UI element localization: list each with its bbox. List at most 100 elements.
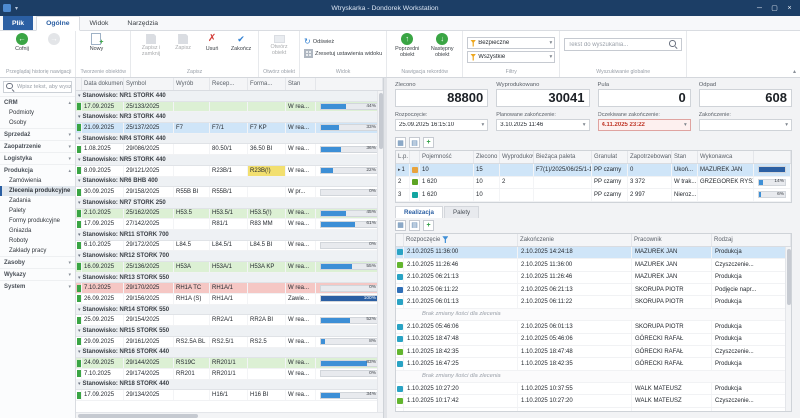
sidebar-item-roboty[interactable]: Roboty [9, 238, 29, 244]
orders-group-row[interactable]: ▾ Stanowisko: NR15 STORK 550 [76, 326, 383, 337]
orders-group-row[interactable]: ▾ Stanowisko: NR14 STORK 550 [76, 304, 383, 316]
summary-value[interactable]: 88800 [395, 89, 489, 107]
orders-vertical-scrollbar[interactable] [377, 91, 383, 412]
date-value[interactable]: ▾ [698, 119, 792, 131]
date-value[interactable]: 4.11.2025 23:22 ▾ [597, 119, 691, 131]
column-header-forma[interactable]: Forma... [248, 78, 286, 90]
orders-group-row[interactable]: ▾ Stanowisko: NR12 STORK 700 [76, 251, 383, 262]
orders-group-row[interactable]: ▾ Stanowisko: NR3 STORK 440 [76, 112, 383, 124]
log-row[interactable]: 2.10.2025 11:26:46 2.10.2025 11:36:00 MAZU… [396, 259, 791, 272]
orders-row[interactable]: 7.10.2025 29/174/2025 RR201 RR201/1 W rea...… [76, 368, 383, 380]
column-header-bieżąca-paleta[interactable]: Bieżąca paleta [534, 151, 592, 163]
log-row[interactable]: 2.10.2025 06:11:22 2.10.2025 06:21:13 SKOR… [396, 283, 791, 297]
finish-button[interactable]: ✔ Zakończ [228, 33, 254, 52]
back-button[interactable]: ← Cofnij [6, 33, 38, 52]
column-header-stan[interactable]: Stan [672, 151, 698, 163]
column-header-rodzaj[interactable]: Rodzaj [712, 233, 791, 246]
sidebar-item-zlecenia-produkcyjne[interactable]: Zlecenia produkcyjne [0, 186, 75, 196]
sidebar-section-produkcja[interactable]: Produkcja ▴ [0, 164, 75, 176]
log-row[interactable]: 1.10.2025 16:47:25 1.10.2025 18:42:35 GÓRE… [396, 358, 791, 371]
column-header-granulat[interactable]: Granulat [592, 151, 628, 163]
filter-all-dropdown[interactable]: Wszystkie ▾ [467, 51, 556, 63]
orders-row[interactable]: 6.10.2025 29/172/2025 L84.5 L84.5/1 L84.5 BI… [76, 240, 383, 252]
sidebar-section-sprzedaż[interactable]: Sprzedaż ▾ [0, 128, 75, 140]
orders-group-row[interactable]: ▾ Stanowisko: NR5 STORK 440 [76, 155, 383, 166]
column-header-zakończenie[interactable]: Zakończenie [518, 233, 632, 246]
reset-view-button[interactable]: Zresetuj ustawienia widoku [304, 49, 382, 58]
scrollbar-thumb[interactable] [379, 93, 383, 149]
column-header-pracownik[interactable]: Pracownik [632, 233, 712, 246]
sidebar-section-zaopatrzenie[interactable]: Zaopatrzenie ▾ [0, 140, 75, 152]
column-header-zapotrzebowanie[interactable]: Zapotrzebowanie [628, 151, 672, 163]
log-row[interactable]: 2.10.2025 11:36:00 2.10.2025 14:24:18 MAZU… [396, 246, 791, 260]
previous-object-button[interactable]: ↑ Poprzedni obiekt [391, 33, 423, 58]
summary-value[interactable]: 30041 [496, 89, 590, 107]
view-grid-icon[interactable]: ▦ [395, 137, 406, 148]
log-row[interactable]: 1.10.2025 18:47:48 2.10.2025 05:46:06 GÓRE… [396, 333, 791, 346]
orders-horizontal-scrollbar[interactable] [76, 412, 383, 418]
summary-value[interactable]: 0 [597, 89, 691, 107]
sidebar-item-zakłady-pracy[interactable]: Zakłady pracy [9, 248, 47, 254]
orders-row[interactable]: 16.09.2025 25/136/2025 H53A H53A/1 H53A KP W … [76, 262, 383, 273]
orders-row[interactable]: 7.10.2025 29/170/2025 RH1A TC RH1A/1 W rea..… [76, 283, 383, 295]
orders-group-row[interactable]: ▾ Stanowisko: NR16 STORK 440 [76, 347, 383, 359]
save-button[interactable]: Zapisz [170, 33, 196, 51]
splitter[interactable] [384, 78, 387, 418]
column-header-zlecono[interactable]: Zlecono [474, 151, 500, 163]
column-header-wyrób[interactable]: Wyrób [174, 78, 210, 90]
ribbon-tab-narzędzia[interactable]: Narzędzia [127, 19, 159, 27]
orders-group-row[interactable]: ▾ Stanowisko: NR6 BHB 400 [76, 176, 383, 188]
orders-group-row[interactable]: ▾ Stanowisko: NR18 STORK 440 [76, 379, 383, 391]
log-vertical-scrollbar[interactable] [785, 246, 791, 411]
sidebar-search-input[interactable]: Wpisz tekst, aby wyszukać [3, 81, 72, 93]
log-row[interactable]: 1.10.2025 06:32:581.10.2025 10:17:42WALK… [396, 407, 791, 411]
column-header-recep[interactable]: Recep... [210, 78, 248, 90]
column-header-wykonawca[interactable]: Wykonawca [698, 151, 754, 163]
sidebar-item-palety[interactable]: Palety [9, 208, 26, 214]
orders-row[interactable]: 1.08.2025 29/086/2025 80.50/1 36.50 BI W rea… [76, 144, 383, 156]
column-header-wyprodukowano[interactable]: Wyprodukowano [500, 151, 534, 163]
filter-safe-dropdown[interactable]: Bezpieczne ▾ [467, 37, 556, 49]
log-row[interactable]: 1.10.2025 18:42:35 1.10.2025 18:47:48 GÓRE… [396, 345, 791, 359]
tab-realizacja[interactable]: Realizacja [395, 205, 443, 218]
sidebar-item-podmioty[interactable]: Podmioty [9, 110, 35, 116]
orders-row[interactable]: 17.09.2025 27/142/2025 R81/1 R83 MM W rea...… [76, 219, 383, 230]
add-icon[interactable]: + [423, 219, 434, 231]
next-object-button[interactable]: ↓ Następny obiekt [426, 33, 458, 58]
save-close-button[interactable]: Zapisz i zamknij [135, 33, 167, 57]
log-row[interactable]: 2.10.2025 06:21:13 2.10.2025 11:26:46 MAZU… [396, 271, 791, 284]
collapse-ribbon-button[interactable]: ▴ [792, 69, 796, 75]
column-header-l-p[interactable]: L.p. [396, 151, 410, 163]
ribbon-tab-plik[interactable]: Plik [3, 16, 34, 30]
column-header-symbol[interactable]: Symbol [124, 78, 174, 90]
sidebar-section-system[interactable]: System ▾ [0, 280, 75, 292]
ribbon-tab-widok[interactable]: Widok [89, 19, 109, 27]
orders-group-row[interactable]: ▾ Stanowisko: NR7 STORK 250 [76, 197, 383, 209]
sidebar-section-logistyka[interactable]: Logistyka ▾ [0, 152, 75, 164]
orders-row[interactable]: 17.09.2025 29/134/2025 H16/1 H16 BI W rea...… [76, 390, 383, 401]
orders-row[interactable]: 8.09.2025 29/121/2025 R23B/1 R23B(!) W rea..… [76, 165, 383, 177]
orders-row[interactable]: 24.09.2025 29/144/2025 RS19C RR201/1 W rea..… [76, 358, 383, 369]
quick-access-caret-icon[interactable]: ▾ [15, 5, 19, 12]
date-value[interactable]: 25.09.2025 16:15:10 ▾ [395, 119, 489, 131]
column-header-data-dokumentu[interactable]: Data dokumentu [82, 78, 124, 90]
open-object-button[interactable]: Otwórz obiekt [263, 33, 295, 56]
orders-row[interactable]: 30.09.2025 29/158/2025 R55B BI R55B/1 W pr..… [76, 187, 383, 198]
choose-columns-icon[interactable]: ▤ [409, 137, 420, 148]
add-icon[interactable]: + [423, 137, 434, 148]
view-grid-icon[interactable]: ▦ [395, 219, 406, 231]
close-button[interactable]: × [787, 4, 792, 12]
global-search-input[interactable]: Tekst do wyszukania... [564, 38, 683, 51]
pallet-row[interactable]: ▸ 1 10 15 F7(1)/2025/06/25/1-16 PP czarny 0 Uko… [396, 164, 791, 177]
delete-button[interactable]: ✗ Usuń [199, 33, 225, 52]
date-value[interactable]: 3.10.2025 11:46 ▾ [496, 119, 590, 131]
new-button[interactable]: Nowy [80, 33, 112, 52]
choose-columns-icon[interactable]: ▤ [409, 219, 420, 231]
summary-value[interactable]: 608 [698, 89, 792, 107]
sidebar-section-crm[interactable]: CRM ▴ [0, 96, 75, 108]
scrollbar-thumb[interactable] [78, 414, 198, 418]
orders-row[interactable]: 29.09.2025 29/161/2025 RS2.5A BL RS2.5/1 RS2… [76, 336, 383, 348]
ribbon-tab-ogólne[interactable]: Ogólne [36, 16, 80, 31]
tab-palety[interactable]: Palety [443, 205, 480, 218]
